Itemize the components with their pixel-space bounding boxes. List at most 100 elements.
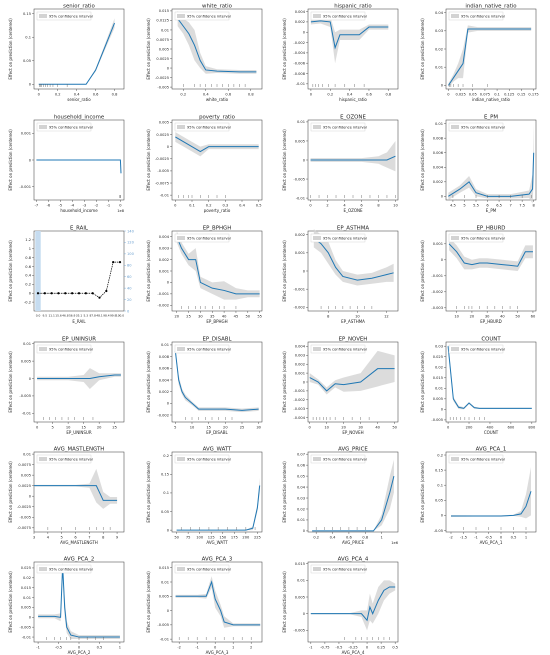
x-tick-label: 100 <box>196 536 204 540</box>
y-tick-label: -0.005 <box>293 177 305 181</box>
x-tick-label: 0.8 <box>385 93 391 97</box>
subplot-title: AVG_MASTLENGTH <box>54 447 105 453</box>
y-tick-label: 0 <box>29 292 32 296</box>
x-offset-label: 1e6 <box>391 541 398 545</box>
x-tick-label: 0.075 <box>480 93 490 97</box>
x-tick-label: 60 <box>531 315 536 319</box>
subplot-e-ozone: E_OZONE 0 2 4 6 8 10 -0.01 -0.005 0 0.005 0.01 E_OZO… <box>282 115 398 214</box>
y-tick-label: 0.05 <box>435 499 443 503</box>
y-axis-label: Effect on prediction (centered) <box>146 461 151 523</box>
plot-frame <box>307 561 399 643</box>
x-tick-label: 0 <box>119 204 122 208</box>
effect-line <box>36 159 122 174</box>
x-tick-label: 0.6 <box>346 536 352 540</box>
x-tick-label: -0.5 <box>335 646 342 650</box>
confidence-band <box>449 237 533 271</box>
x-tick-label: 30 <box>256 426 261 430</box>
y-tick-label: 0 <box>303 380 306 384</box>
effect-line <box>448 243 533 267</box>
legend-swatch <box>39 457 47 461</box>
x-tick-label: 20 <box>470 315 475 319</box>
right-y-tick-label: 100 <box>127 252 135 256</box>
subplot-ep-disabl: EP_DISABL 5 10 15 20 25 30 -0.002 0 0.002 0.004 0.0… <box>146 337 263 435</box>
x-tick-label: 0.5 <box>392 646 398 650</box>
x-tick-label: 10 <box>190 426 195 430</box>
legend-box <box>174 564 230 574</box>
legend-box <box>310 564 366 574</box>
y-tick-label: 0 <box>303 529 306 533</box>
y-tick-label: 0 <box>167 609 170 613</box>
y-tick-label: 0 <box>167 66 170 70</box>
legend-label: 95% confidence interval <box>49 125 93 129</box>
subplot-senior-ratio: senior_ratio 0 0.2 0.4 0.6 0.8 0 0.05 0.1 0.15 sen… <box>8 4 125 102</box>
x-offset-label: 1e8 <box>117 209 124 213</box>
legend-swatch <box>177 457 185 461</box>
effect-line <box>37 374 121 380</box>
x-axis-label: EP_BPHGH <box>206 319 227 324</box>
x-tick-label: 8 <box>377 204 380 208</box>
legend-box <box>36 122 92 132</box>
x-tick-label: 6 <box>360 204 363 208</box>
y-tick-label: 0.003 <box>159 246 169 250</box>
legend-swatch <box>451 236 459 240</box>
x-tick-label: -6 <box>47 204 51 208</box>
y-tick-label: -0.01 <box>160 193 169 197</box>
x-tick-label: 0.05 <box>469 93 477 97</box>
effect-point <box>98 296 101 299</box>
y-tick-label: -0.003 <box>431 306 443 310</box>
x-axis-label: AVG_WATT <box>206 540 228 545</box>
legend-box <box>310 11 366 21</box>
x-tick-label: 200 <box>242 536 250 540</box>
y-tick-label: 0.004 <box>295 345 306 349</box>
y-tick-label: 0.005 <box>433 397 443 401</box>
y-tick-label: 0.03 <box>435 345 443 349</box>
x-tick-label: -3 <box>83 204 87 208</box>
effect-line <box>451 491 532 517</box>
subplot-title: hispanic_ratio <box>334 4 371 10</box>
y-axis-label: Effect on prediction (centered) <box>146 18 151 80</box>
x-tick-label: 50 <box>392 426 397 430</box>
x-tick-label: -1 <box>474 536 478 540</box>
x-tick-label: 0.2 <box>55 93 61 97</box>
legend-box <box>448 122 504 132</box>
legend-label: 95% confidence interval <box>461 14 505 18</box>
legend-swatch <box>177 14 185 18</box>
y-axis-label: Effect on prediction (centered) <box>8 461 13 523</box>
legend-label: 95% confidence interval <box>49 457 93 461</box>
y-tick-label: 0.005 <box>159 47 169 51</box>
subplot-title: AVG_PCA_3 <box>202 557 233 563</box>
y-axis-label: Effect on prediction (centered) <box>420 18 425 80</box>
legend-box <box>448 454 504 464</box>
subplot-ep-uninsur: EP_UNINSUR 0 5 10 15 20 25 -0.01 -0.005 0 0.005 0.0… <box>8 337 125 435</box>
legend-swatch <box>39 347 47 351</box>
y-tick-label: 0.07 <box>297 452 305 456</box>
y-tick-label: -0.002 <box>157 413 169 417</box>
x-tick-label: 3 <box>33 536 35 540</box>
plot-frame <box>445 451 537 533</box>
y-tick-label: 0 <box>29 83 32 87</box>
y-tick-label: 0.015 <box>295 562 305 566</box>
legend-swatch <box>313 567 321 571</box>
y-tick-label: 0.6 <box>25 265 31 269</box>
x-tick-label: 9.5 <box>43 314 48 318</box>
x-tick-label: 0.0 <box>36 314 41 318</box>
subplot-avg-pca-1: AVG_PCA_1 -2 -1.5 -1 -0.5 0 0.5 1 -0.05 0 0.05 0.1 0… <box>420 447 537 545</box>
x-tick-label: 50 <box>174 536 179 540</box>
subplot-e-pm: E_PM 4.5 5 5.5 6 6.5 7 7.5 8 0 0.002 0.004 0.006 0.00… <box>420 115 537 213</box>
y-tick-label: 0.0025 <box>156 133 169 137</box>
plot-frame <box>33 451 125 533</box>
x-tick-label: 15 <box>81 426 86 430</box>
y-tick-label: 0.01 <box>435 65 443 69</box>
subplot-title: EP_BPHGH <box>203 226 232 232</box>
x-tick-label: 0.25 <box>377 646 385 650</box>
x-tick-label: 15.6 <box>55 314 62 318</box>
y-axis-label: Effect on prediction (centered) <box>8 129 13 191</box>
y-tick-label: 0.1 <box>163 491 169 495</box>
y-tick-label: 0.004 <box>295 10 306 14</box>
x-tick-label: -1 <box>195 646 199 650</box>
y-axis-label: Effect on prediction (centered) <box>282 240 287 302</box>
x-tick-label: 400 <box>487 426 495 430</box>
x-tick-label: -4 <box>71 204 75 208</box>
legend-box <box>36 564 92 574</box>
